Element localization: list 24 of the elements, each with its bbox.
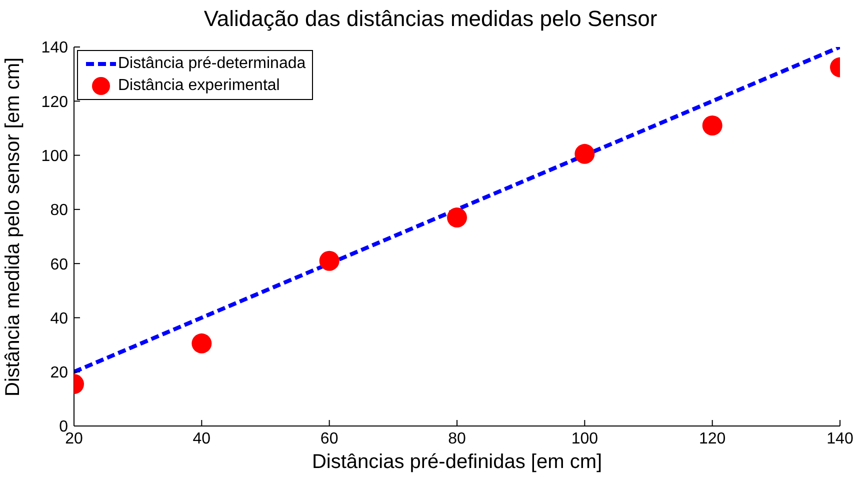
x-tick-label: 40 <box>192 430 211 448</box>
legend-label: Distância pré-determinada <box>118 54 306 74</box>
y-tick-label: 20 <box>50 364 68 382</box>
point <box>702 116 722 136</box>
x-tick-label: 100 <box>571 430 598 448</box>
x-tick-label: 140 <box>826 430 854 448</box>
y-tick-label: 140 <box>41 40 68 57</box>
y-tick-label: 40 <box>50 310 68 328</box>
y-tick-label: 80 <box>50 202 68 220</box>
y-axis-title: Distância medida pelo sensor [em cm] <box>2 57 24 396</box>
x-tick-label: 60 <box>320 430 338 448</box>
y-tick-label: 120 <box>41 94 68 111</box>
chart-title: Validação das distâncias medidas pelo Sensor <box>202 6 658 32</box>
x-tick-label: 80 <box>448 430 466 448</box>
x-tick-label: 20 <box>65 430 83 448</box>
y-tick-label: 100 <box>41 148 68 165</box>
y-tick-label: 60 <box>50 256 68 274</box>
point <box>319 250 340 271</box>
x-axis-title: Distâncias pré-definidas [em cm] <box>310 450 604 474</box>
point <box>574 144 595 164</box>
x-tick-label: 120 <box>698 430 726 448</box>
legend-label: Distância experimental <box>118 76 280 96</box>
point <box>192 333 212 354</box>
point <box>447 208 467 228</box>
